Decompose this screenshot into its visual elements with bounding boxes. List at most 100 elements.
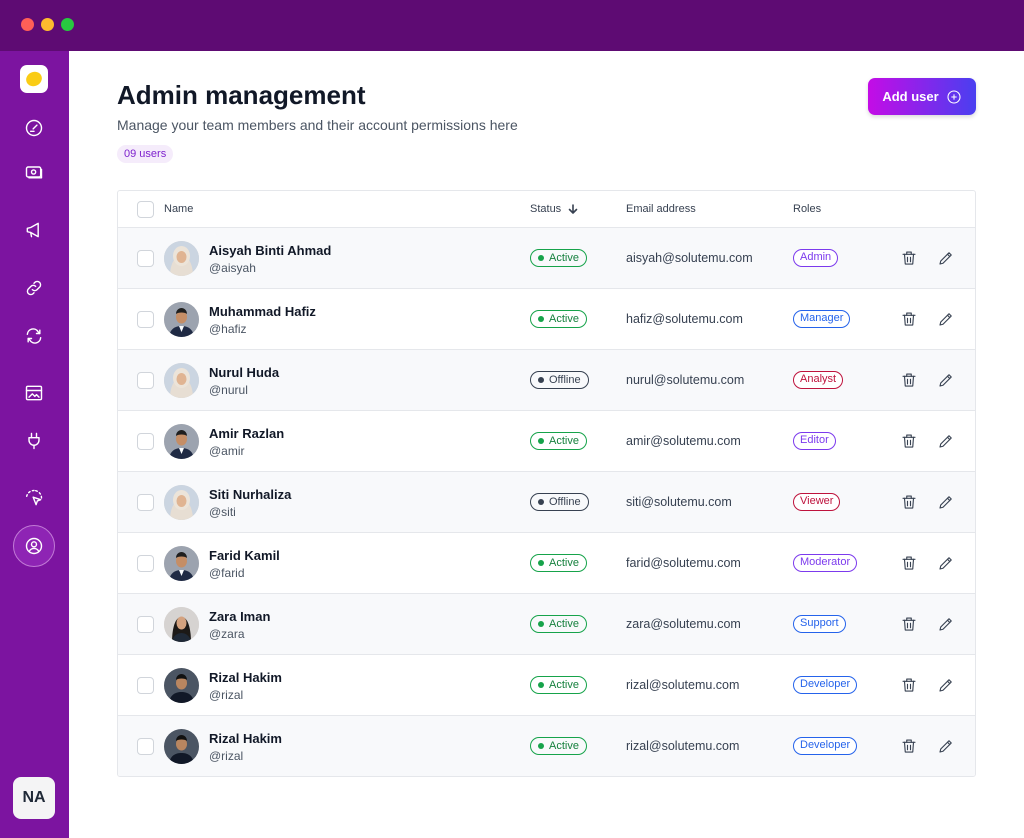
edit-user-button[interactable] [937, 493, 955, 511]
edit-user-button[interactable] [937, 249, 955, 267]
edit-user-button[interactable] [937, 615, 955, 633]
row-checkbox[interactable] [137, 250, 154, 267]
row-checkbox[interactable] [137, 433, 154, 450]
row-checkbox[interactable] [137, 677, 154, 694]
edit-user-button[interactable] [937, 432, 955, 450]
delete-user-button[interactable] [900, 432, 918, 450]
table-row[interactable]: Zara Iman @zara Active zara@solutemu.com Sup… [118, 594, 975, 655]
column-email[interactable]: Email address [626, 203, 696, 215]
cash-icon [25, 166, 43, 179]
user-email: hafiz@solutemu.com [626, 312, 743, 326]
nav-sync[interactable] [19, 321, 49, 351]
status-badge: Active [530, 310, 587, 328]
nav-integrations[interactable] [19, 426, 49, 456]
row-checkbox[interactable] [137, 738, 154, 755]
column-name[interactable]: Name [164, 203, 194, 215]
nav-dashboard[interactable] [19, 113, 49, 143]
sidebar: NA [0, 51, 69, 838]
profile-avatar[interactable]: NA [13, 777, 55, 819]
row-checkbox[interactable] [137, 372, 154, 389]
user-count-badge: 09 users [117, 145, 174, 163]
user-avatar [164, 241, 199, 276]
user-handle: @aisyah [209, 261, 256, 275]
pencil-icon [939, 374, 952, 387]
gauge-icon [25, 119, 43, 137]
row-checkbox[interactable] [137, 555, 154, 572]
delete-user-button[interactable] [900, 310, 918, 328]
user-handle: @nurul [209, 383, 248, 397]
pencil-icon [939, 435, 952, 448]
table-row[interactable]: Aisyah Binti Ahmad @aisyah Active aisyah@so… [118, 228, 975, 289]
app-logo[interactable] [20, 65, 48, 93]
table-row[interactable]: Rizal Hakim @rizal Active rizal@solutemu.co… [118, 655, 975, 716]
user-email: aisyah@solutemu.com [626, 251, 753, 265]
edit-user-button[interactable] [937, 737, 955, 755]
status-label: Active [549, 435, 579, 447]
nav-links[interactable] [19, 273, 49, 303]
table-row[interactable]: Amir Razlan @amir Active amir@solutemu.com E… [118, 411, 975, 472]
status-dot-icon [538, 682, 544, 688]
table-row[interactable]: Siti Nurhaliza @siti Offline siti@solutemu.… [118, 472, 975, 533]
row-checkbox[interactable] [137, 616, 154, 633]
pencil-icon [939, 618, 952, 631]
status-label: Active [549, 740, 579, 752]
page-title: Admin management [117, 80, 366, 110]
plus-circle-icon [947, 89, 961, 104]
table-header: Name Status Email address Roles [118, 191, 975, 228]
nav-select[interactable] [19, 483, 49, 513]
status-label: Active [549, 252, 579, 264]
select-all-checkbox[interactable] [137, 201, 154, 218]
table-row[interactable]: Rizal Hakim @rizal Active rizal@solutemu.co… [118, 716, 975, 776]
user-handle: @siti [209, 505, 236, 519]
row-checkbox[interactable] [137, 494, 154, 511]
nav-users[interactable] [13, 525, 55, 567]
table-row[interactable]: Muhammad Hafiz @hafiz Active hafiz@solutemu… [118, 289, 975, 350]
delete-user-button[interactable] [900, 493, 918, 511]
user-avatar [164, 485, 199, 520]
delete-user-button[interactable] [900, 554, 918, 572]
user-handle: @hafiz [209, 322, 247, 336]
minimize-window-button[interactable] [41, 18, 54, 31]
edit-user-button[interactable] [937, 554, 955, 572]
trash-icon [902, 556, 916, 570]
role-badge: Developer [793, 676, 858, 694]
delete-user-button[interactable] [900, 676, 918, 694]
user-email: rizal@solutemu.com [626, 739, 740, 753]
role-badge: Admin [793, 249, 839, 267]
delete-user-button[interactable] [900, 249, 918, 267]
close-window-button[interactable] [21, 18, 34, 31]
delete-user-button[interactable] [900, 737, 918, 755]
nav-media[interactable] [19, 378, 49, 408]
table-row[interactable]: Farid Kamil @farid Active farid@solutemu.co… [118, 533, 975, 594]
status-badge: Active [530, 737, 587, 755]
nav-campaigns[interactable] [19, 215, 49, 245]
status-label: Offline [549, 374, 581, 386]
status-badge: Active [530, 249, 587, 267]
user-avatar [164, 424, 199, 459]
role-badge: Support [793, 615, 846, 633]
edit-user-button[interactable] [937, 310, 955, 328]
nav-payments[interactable] [19, 157, 49, 187]
delete-user-button[interactable] [900, 371, 918, 389]
link-icon [26, 280, 42, 296]
delete-user-button[interactable] [900, 615, 918, 633]
edit-user-button[interactable] [937, 676, 955, 694]
edit-user-button[interactable] [937, 371, 955, 389]
status-dot-icon [538, 377, 544, 383]
table-row[interactable]: Nurul Huda @nurul Offline nurul@solutemu.co… [118, 350, 975, 411]
column-roles[interactable]: Roles [793, 203, 822, 215]
user-name: Farid Kamil [209, 548, 280, 563]
status-dot-icon [538, 316, 544, 322]
trash-icon [902, 495, 916, 509]
user-avatar [164, 363, 199, 398]
user-handle: @zara [209, 627, 245, 641]
column-status[interactable]: Status [530, 203, 579, 215]
add-user-button[interactable]: Add user [868, 78, 976, 115]
maximize-window-button[interactable] [61, 18, 74, 31]
row-checkbox[interactable] [137, 311, 154, 328]
user-email: farid@solutemu.com [626, 556, 741, 570]
users-table: Name Status Email address Roles Aisyah B… [117, 190, 976, 777]
user-avatar [164, 729, 199, 764]
pencil-icon [939, 496, 952, 509]
user-name: Amir Razlan [209, 426, 285, 441]
